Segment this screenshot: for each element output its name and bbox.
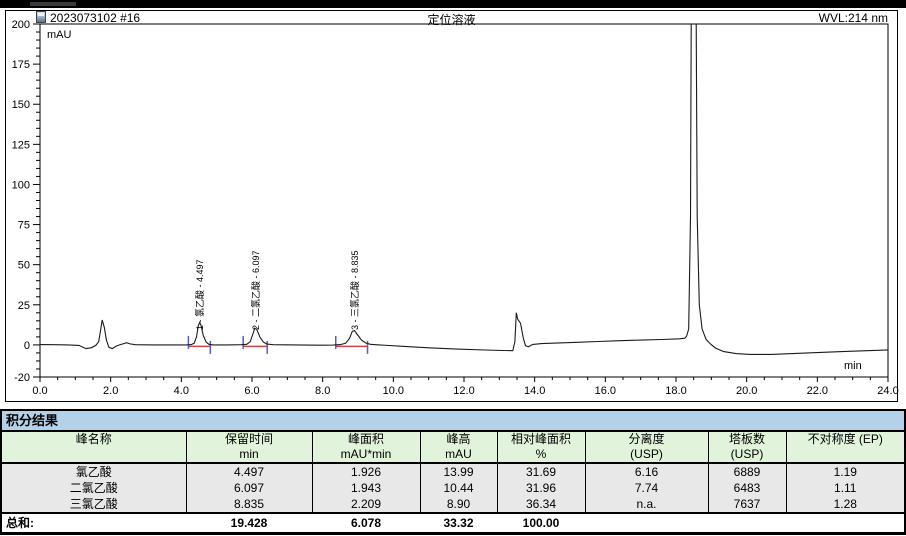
total-cell	[786, 512, 904, 532]
svg-text:4.0: 4.0	[174, 385, 189, 397]
svg-text:24.0: 24.0	[877, 385, 898, 397]
table-cell: n.a.	[584, 496, 708, 513]
svg-text:150: 150	[12, 99, 30, 111]
table-header: 峰名称 保留时间 min 峰面积 mAU*min 峰高 mAU 相对峰面积% 分离度 (USP) 塔…	[2, 432, 904, 464]
svg-text:-20: -20	[14, 372, 30, 384]
table-cell: 6483	[707, 480, 786, 496]
svg-text:125: 125	[12, 139, 30, 151]
svg-text:0: 0	[24, 340, 30, 352]
results-table: 峰名称 保留时间 min 峰面积 mAU*min 峰高 mAU 相对峰面积% 分离度 (USP) 塔…	[2, 432, 904, 532]
table-cell: 8.90	[419, 496, 497, 513]
total-row: 总和: 19.428 6.078 33.32 100.00	[2, 512, 904, 532]
svg-text:12.0: 12.0	[453, 385, 474, 397]
total-label: 总和:	[2, 512, 186, 532]
table-cell: 1.943	[311, 480, 420, 496]
total-cell: 33.32	[420, 512, 497, 532]
table-cell: 4.497	[185, 463, 312, 480]
total-cell: 6.078	[312, 512, 420, 532]
window-titlebar-remnant	[0, 0, 906, 8]
table-cell: 1.11	[785, 480, 904, 496]
svg-text:50: 50	[18, 260, 30, 272]
wavelength-label: WVL:214 nm	[818, 11, 888, 25]
svg-text:10.0: 10.0	[383, 385, 404, 397]
table-cell: 8.835	[185, 496, 312, 513]
svg-text:2 - 二氯乙酸 - 6.097: 2 - 二氯乙酸 - 6.097	[250, 250, 261, 330]
sample-id-label: 2023073102 #16	[50, 11, 141, 25]
table-title: 积分结果	[2, 411, 904, 432]
svg-text:6.0: 6.0	[244, 385, 259, 397]
chromatogram-header: 定位溶液 2023073102 #16 WVL:214 nm	[5, 11, 898, 27]
svg-text:175: 175	[12, 59, 30, 71]
svg-text:18.0: 18.0	[665, 385, 686, 397]
table-cell: 1.19	[785, 463, 904, 480]
column-header: 分离度 (USP)	[584, 432, 708, 464]
column-header: 塔板数 (USP)	[707, 432, 786, 464]
table-cell: 2.209	[311, 496, 420, 513]
svg-text:20.0: 20.0	[736, 385, 757, 397]
table-cell: 31.96	[496, 480, 585, 496]
table-cell: 36.34	[496, 496, 585, 513]
svg-text:22.0: 22.0	[807, 385, 828, 397]
table-cell: 三氯乙酸	[2, 496, 186, 513]
svg-text:0.0: 0.0	[32, 385, 47, 397]
table-cell: 6889	[707, 463, 786, 480]
table-cell: 1.28	[785, 496, 904, 513]
table-cell: 31.69	[496, 463, 585, 480]
peak-row: 氯乙酸 4.497 1.926 13.99 31.69 6.16 6889 1.19	[2, 463, 904, 480]
table-cell: 6.097	[185, 480, 312, 496]
column-header: 不对称度 (EP)	[785, 432, 904, 464]
table-cell: 10.44	[419, 480, 497, 496]
table-cell: 7637	[707, 496, 786, 513]
chromatogram-plot-area[interactable]: -20 0 25 50 75 100 125 150 175 200 0.0 2.0 4.0 6.0 8.0…	[0, 0, 906, 402]
column-header: 保留时间 min	[185, 432, 312, 464]
total-cell	[585, 512, 708, 532]
svg-text:mAU: mAU	[47, 29, 72, 41]
svg-text:16.0: 16.0	[595, 385, 616, 397]
table-cell: 1.926	[311, 463, 420, 480]
chart-title: 定位溶液	[427, 13, 476, 27]
svg-text:25: 25	[18, 300, 30, 312]
peak-row: 二氯乙酸 6.097 1.943 10.44 31.96 7.74 6483 1.11	[2, 480, 904, 496]
svg-text:14.0: 14.0	[524, 385, 545, 397]
table-cell: 二氯乙酸	[2, 480, 186, 496]
total-cell: 100.00	[497, 512, 585, 532]
peak-row: 三氯乙酸 8.835 2.209 8.90 36.34 n.a. 7637 1.28	[2, 496, 904, 513]
column-header: 峰高 mAU	[419, 432, 497, 464]
svg-text:200: 200	[12, 19, 30, 31]
total-cell: 19.428	[186, 512, 312, 532]
table-cell: 7.74	[584, 480, 708, 496]
table-cell: 13.99	[419, 463, 497, 480]
column-header: 相对峰面积%	[496, 432, 585, 464]
total-cell	[708, 512, 786, 532]
svg-text:8.0: 8.0	[315, 385, 330, 397]
table-cell: 6.16	[584, 463, 708, 480]
svg-text:3 - 三氯乙酸 - 8.835: 3 - 三氯乙酸 - 8.835	[349, 250, 360, 330]
titlebar-text-remnant	[30, 2, 76, 6]
svg-text:75: 75	[18, 220, 30, 232]
column-header: 峰名称	[2, 432, 186, 464]
chromatogram-panel	[5, 10, 898, 402]
svg-text:2.0: 2.0	[103, 385, 118, 397]
svg-text:1 - 氯乙酸 - 4.497: 1 - 氯乙酸 - 4.497	[194, 259, 205, 330]
table-cell: 氯乙酸	[2, 463, 186, 480]
injection-icon[interactable]	[36, 11, 46, 23]
column-header: 峰面积 mAU*min	[311, 432, 420, 464]
svg-text:100: 100	[12, 179, 30, 191]
integration-results-table: 积分结果 峰名称 保留时间 min 峰面积 mAU*min 峰高 mAU 相对峰面积% 分离度(…	[0, 409, 906, 535]
svg-text:min: min	[844, 360, 862, 372]
